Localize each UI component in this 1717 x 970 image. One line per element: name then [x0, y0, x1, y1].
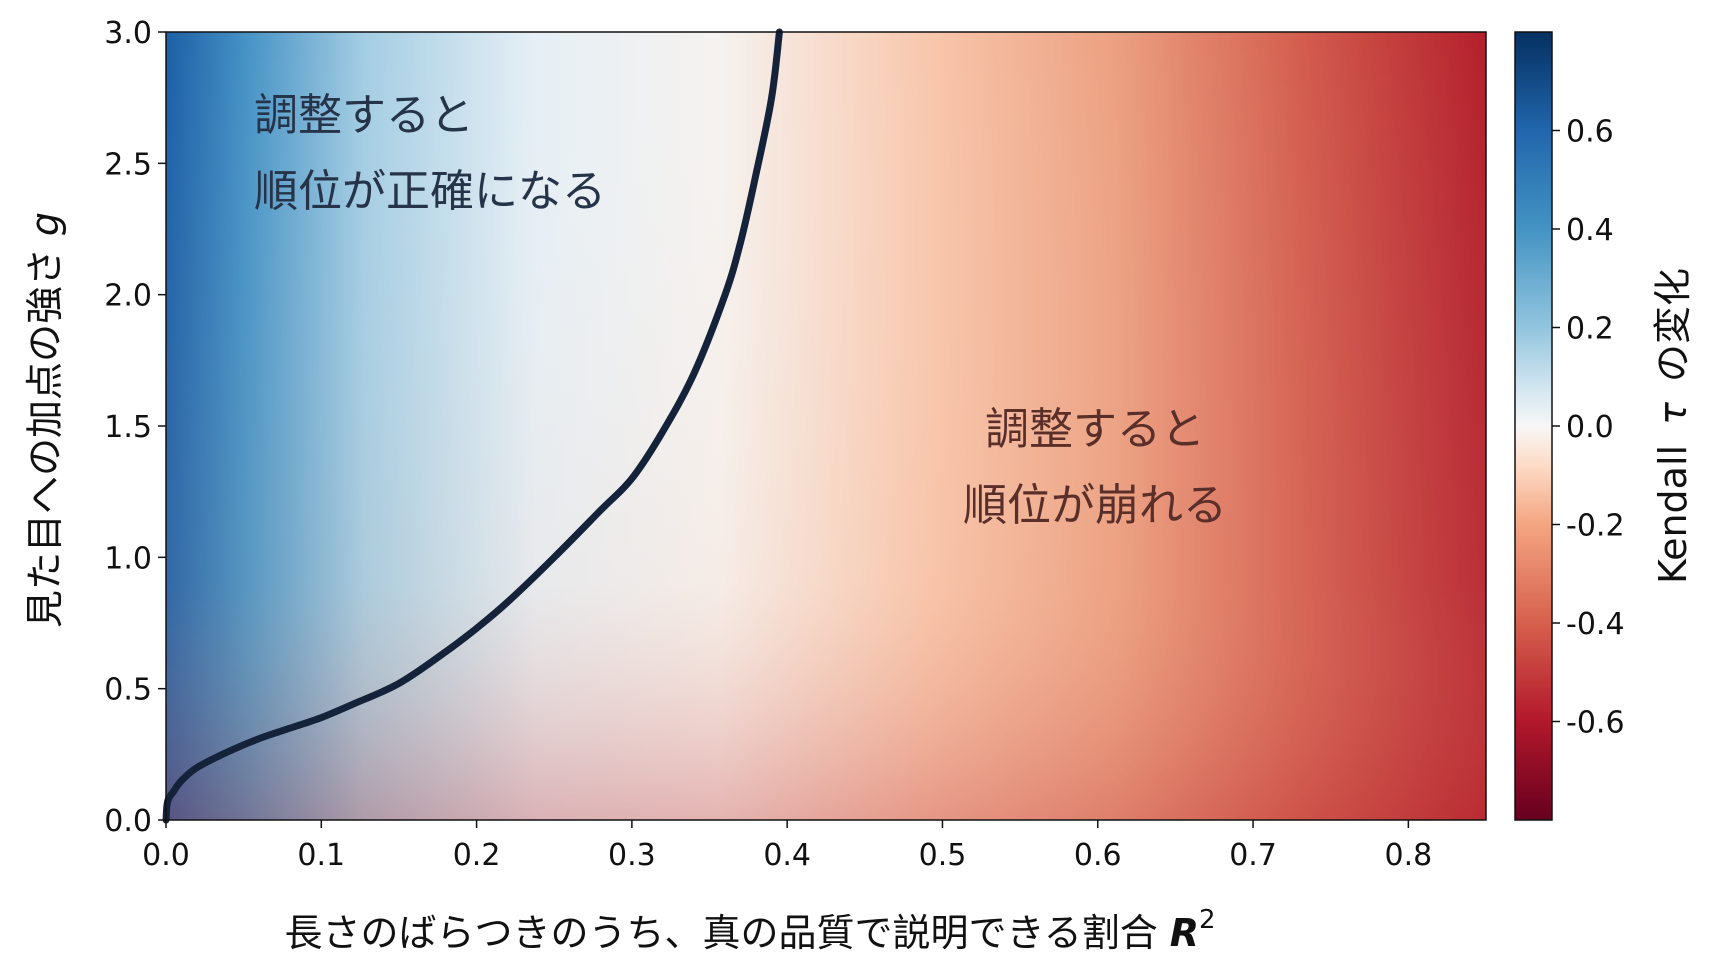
- colorbar-tick-label: 0.2: [1566, 312, 1614, 347]
- y-tick-label: 2.5: [104, 147, 152, 182]
- x-tick-label: 0.2: [453, 838, 501, 873]
- x-tick-label: 0.1: [297, 838, 345, 873]
- annotation-line: 調整すると: [254, 90, 474, 141]
- annotation-line: 順位が崩れる: [963, 480, 1227, 531]
- colorbar-scale: [1514, 31, 1553, 821]
- x-tick-label: 0.5: [919, 838, 967, 873]
- colorbar-tick-label: -0.4: [1566, 607, 1625, 642]
- colorbar-tick-label: 0.4: [1566, 213, 1614, 248]
- colorbar-label: Kendallτの変化: [1651, 268, 1695, 584]
- x-axis-ticks: 0.0 0.1 0.2 0.3 0.4 0.5 0.6 0.7 0.8: [142, 820, 1432, 873]
- x-tick-label: 0.3: [608, 838, 656, 873]
- y-tick-label: 2.0: [104, 279, 152, 314]
- colorbar-tick-label: 0.0: [1566, 410, 1614, 445]
- colorbar-tick-label: -0.2: [1566, 509, 1625, 544]
- x-tick-label: 0.0: [142, 838, 190, 873]
- colorbar: 0.6 0.4 0.2 0.0 -0.2 -0.4 -0.6 Kendallτの変化: [1514, 31, 1695, 821]
- x-tick-label: 0.8: [1384, 838, 1432, 873]
- annotation-breaks: 調整すると順位が崩れる: [963, 404, 1227, 531]
- x-axis-label: 長さのばらつきのうち、真の品質で説明できる割合 R2: [284, 905, 1215, 955]
- colorbar-tick-label: 0.6: [1566, 115, 1614, 150]
- annotation-improves: 調整すると順位が正確になる: [254, 90, 606, 217]
- y-axis-label: 見た目への加点の強さg: [23, 212, 67, 628]
- x-tick-label: 0.4: [763, 838, 811, 873]
- annotation-line: 調整すると: [985, 404, 1205, 455]
- x-tick-label: 0.6: [1074, 838, 1122, 873]
- colorbar-ticks: 0.6 0.4 0.2 0.0 -0.2 -0.4 -0.6: [1552, 115, 1625, 741]
- plot-area: [162, 28, 1487, 824]
- y-tick-label: 1.5: [104, 410, 152, 445]
- y-axis-ticks: 0.0 0.5 1.0 1.5 2.0 2.5 3.0: [104, 16, 166, 839]
- colorbar-tick-label: -0.6: [1566, 706, 1625, 741]
- x-tick-label: 0.7: [1229, 838, 1277, 873]
- boundary-curve: [162, 28, 783, 824]
- y-tick-label: 0.0: [104, 804, 152, 839]
- y-tick-label: 3.0: [104, 16, 152, 51]
- annotation-line: 順位が正確になる: [254, 166, 606, 217]
- y-tick-label: 1.0: [104, 541, 152, 576]
- y-tick-label: 0.5: [104, 673, 152, 708]
